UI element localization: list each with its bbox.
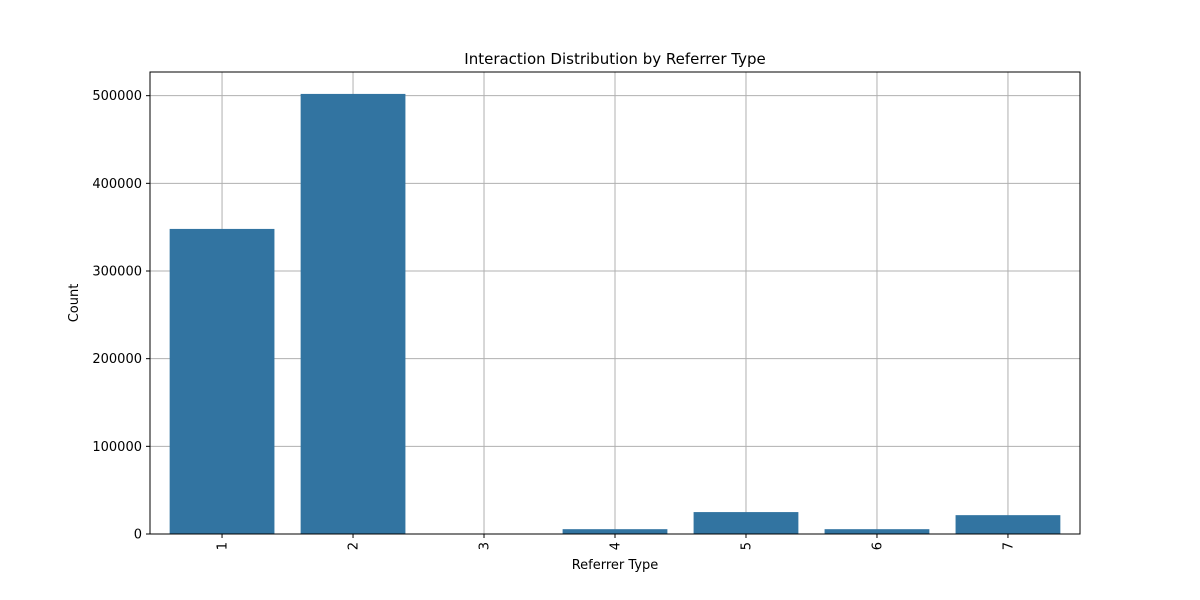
y-tick-label: 200000 xyxy=(92,352,142,367)
bar-2 xyxy=(300,93,406,535)
axis-ticks: 0 100000 200000 300000 400000 500000 1 2 3 4 5 6 7 xyxy=(92,89,1016,550)
y-tick-label: 100000 xyxy=(92,440,142,455)
x-tick-label: 2 xyxy=(347,542,362,550)
bar-1 xyxy=(169,228,275,535)
y-tick-label: 0 xyxy=(134,528,142,543)
chart-title: Interaction Distribution by Referrer Typ… xyxy=(464,50,765,68)
bar-5 xyxy=(693,512,799,534)
y-axis-label: Count xyxy=(67,284,82,323)
bars xyxy=(169,93,1061,535)
x-tick-label: 5 xyxy=(739,542,754,550)
x-tick-label: 7 xyxy=(1001,542,1016,550)
x-tick-label: 1 xyxy=(216,542,231,550)
bar-4 xyxy=(562,529,668,534)
y-tick-label: 300000 xyxy=(92,265,142,280)
grid-lines xyxy=(150,72,1080,534)
x-tick-label: 4 xyxy=(609,542,624,550)
bar-6 xyxy=(824,529,930,534)
bar-7 xyxy=(955,515,1061,534)
x-tick-label: 3 xyxy=(478,542,493,550)
y-tick-label: 500000 xyxy=(92,89,142,104)
x-axis-label: Referrer Type xyxy=(572,558,659,573)
x-tick-label: 6 xyxy=(870,542,885,550)
y-tick-label: 400000 xyxy=(92,177,142,192)
